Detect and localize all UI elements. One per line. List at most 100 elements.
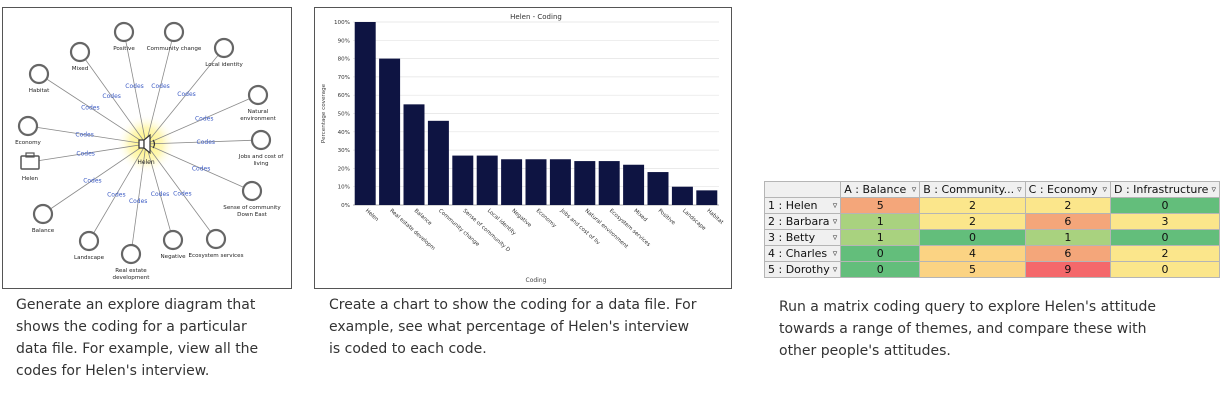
node-label: Sense of community bbox=[223, 205, 281, 211]
matrix-cell[interactable]: 0 bbox=[1110, 261, 1220, 278]
matrix-cell[interactable]: 3 bbox=[1110, 213, 1220, 230]
chart-bar[interactable] bbox=[354, 22, 376, 205]
code-node-icon[interactable] bbox=[69, 41, 91, 63]
filter-icon[interactable]: ▿ bbox=[1102, 184, 1107, 195]
chart-bar[interactable] bbox=[696, 190, 718, 205]
chart-bar[interactable] bbox=[501, 159, 523, 205]
matrix-column-header[interactable]: C : Economy ▿ bbox=[1024, 181, 1112, 198]
filter-icon[interactable]: ▿ bbox=[832, 200, 838, 211]
caption-line: is coded to each code. bbox=[329, 341, 487, 357]
chart-bar[interactable] bbox=[379, 58, 401, 205]
edge-label: Codes bbox=[107, 191, 126, 198]
matrix-row-header[interactable]: 1 : Helen ▿ bbox=[763, 197, 842, 214]
matrix-cell[interactable]: 4 bbox=[919, 245, 1026, 262]
edge-label: Codes bbox=[151, 83, 170, 90]
code-node-icon[interactable] bbox=[28, 63, 50, 85]
chart-bar[interactable] bbox=[427, 120, 449, 205]
x-tick-label: Helen bbox=[364, 208, 380, 223]
matrix-cell[interactable]: 1 bbox=[840, 213, 921, 230]
code-node-icon[interactable] bbox=[250, 129, 272, 151]
code-node-icon[interactable] bbox=[213, 37, 235, 59]
code-node-icon[interactable] bbox=[241, 180, 263, 202]
y-tick-label: 50% bbox=[338, 112, 350, 118]
code-node-icon[interactable] bbox=[162, 229, 184, 251]
matrix-cell[interactable]: 0 bbox=[1110, 197, 1220, 214]
matrix-cell[interactable]: 6 bbox=[1024, 213, 1112, 230]
caption-line: Create a chart to show the coding for a … bbox=[329, 297, 697, 313]
matrix-column-header[interactable]: A : Balance ▿ bbox=[840, 181, 921, 198]
x-tick-label: Negative bbox=[510, 208, 533, 229]
matrix-row: 4 : Charles ▿ 0 4 6 2 bbox=[763, 245, 1220, 262]
edge-label: Codes bbox=[173, 190, 192, 197]
matrix-cell[interactable]: 5 bbox=[840, 197, 921, 214]
filter-icon[interactable]: ▿ bbox=[832, 248, 838, 259]
matrix-cell[interactable]: 2 bbox=[1110, 245, 1220, 262]
filter-icon[interactable]: ▿ bbox=[1017, 184, 1022, 195]
code-node-icon[interactable] bbox=[247, 84, 269, 106]
chart-bar[interactable] bbox=[403, 104, 425, 205]
matrix-cell[interactable]: 0 bbox=[840, 245, 921, 262]
chart-bar[interactable] bbox=[476, 155, 498, 205]
code-node-icon[interactable] bbox=[120, 243, 142, 265]
chart-bar[interactable] bbox=[623, 164, 645, 205]
matrix-cell[interactable]: 5 bbox=[919, 261, 1026, 278]
matrix-cell[interactable]: 0 bbox=[840, 261, 921, 278]
matrix-cell[interactable]: 2 bbox=[919, 213, 1026, 230]
chart-bar[interactable] bbox=[647, 172, 669, 205]
y-tick-label: 30% bbox=[338, 148, 350, 154]
caption-line: Run a matrix coding query to explore Hel… bbox=[779, 299, 1156, 315]
x-tick-label: Ecosystem services bbox=[608, 208, 652, 248]
matrix-cell[interactable]: 0 bbox=[919, 229, 1026, 246]
chart-bar[interactable] bbox=[525, 159, 547, 205]
matrix-cell[interactable]: 1 bbox=[1024, 229, 1112, 246]
code-node-icon[interactable] bbox=[113, 21, 135, 43]
audio-file-icon[interactable] bbox=[138, 133, 156, 155]
node-label: Local identity bbox=[205, 62, 243, 68]
filter-icon[interactable]: ▿ bbox=[832, 232, 838, 243]
matrix-row-label: 3 : Betty bbox=[768, 231, 816, 244]
matrix-cell[interactable]: 6 bbox=[1024, 245, 1112, 262]
code-node-icon[interactable] bbox=[17, 115, 39, 137]
chart-bar[interactable] bbox=[574, 161, 596, 205]
filter-icon[interactable]: ▿ bbox=[911, 184, 917, 195]
code-node-icon[interactable] bbox=[163, 21, 185, 43]
matrix-cell[interactable]: 1 bbox=[840, 229, 921, 246]
matrix-caption: Run a matrix coding query to explore Hel… bbox=[779, 296, 1199, 362]
x-tick-label: Landscape bbox=[681, 208, 707, 232]
filter-icon[interactable]: ▿ bbox=[832, 216, 838, 227]
matrix-row-header[interactable]: 2 : Barbara ▿ bbox=[763, 213, 842, 230]
matrix-row-header[interactable]: 4 : Charles ▿ bbox=[763, 245, 842, 262]
matrix-row-header[interactable]: 5 : Dorothy ▿ bbox=[763, 261, 842, 278]
y-tick-label: 10% bbox=[338, 185, 350, 191]
code-node-icon[interactable] bbox=[78, 230, 100, 252]
x-tick-label: Habitat bbox=[705, 208, 724, 226]
diagram-edge bbox=[42, 143, 147, 215]
x-tick-label: Natural environment bbox=[583, 208, 629, 250]
center-node-label: Helen bbox=[137, 159, 155, 166]
chart-bar[interactable] bbox=[598, 161, 620, 205]
code-node-icon[interactable] bbox=[32, 203, 54, 225]
case-icon[interactable] bbox=[20, 155, 40, 170]
case-icon-handle bbox=[25, 152, 35, 158]
chart-bar[interactable] bbox=[549, 159, 571, 205]
matrix-row-header[interactable]: 3 : Betty ▿ bbox=[763, 229, 842, 246]
chart-bar[interactable] bbox=[452, 155, 474, 205]
matrix-column-header[interactable]: D : Infrastructure ▿ bbox=[1110, 181, 1220, 198]
x-tick-label: Jobs and cost of liv bbox=[558, 207, 601, 247]
matrix-column-header[interactable]: B : Community... ▿ bbox=[919, 181, 1026, 198]
code-node-icon[interactable] bbox=[205, 228, 227, 250]
caption-line: Generate an explore diagram that bbox=[16, 297, 256, 313]
matrix-cell[interactable]: 2 bbox=[1024, 197, 1112, 214]
node-label: Habitat bbox=[29, 88, 50, 94]
chart-bar[interactable] bbox=[671, 186, 693, 205]
node-label: Down East bbox=[237, 212, 268, 218]
diagram-edge bbox=[27, 125, 147, 145]
explore-diagram-panel: Codes Codes Codes Codes Codes Codes Codes Codes… bbox=[2, 7, 292, 289]
filter-icon[interactable]: ▿ bbox=[1211, 184, 1216, 195]
matrix-cell[interactable]: 2 bbox=[919, 197, 1026, 214]
y-tick-label: 40% bbox=[338, 130, 350, 136]
matrix-cell[interactable]: 0 bbox=[1110, 229, 1220, 246]
matrix-cell[interactable]: 9 bbox=[1024, 261, 1112, 278]
filter-icon[interactable]: ▿ bbox=[832, 264, 838, 275]
matrix-column-label: A : Balance bbox=[844, 183, 907, 196]
